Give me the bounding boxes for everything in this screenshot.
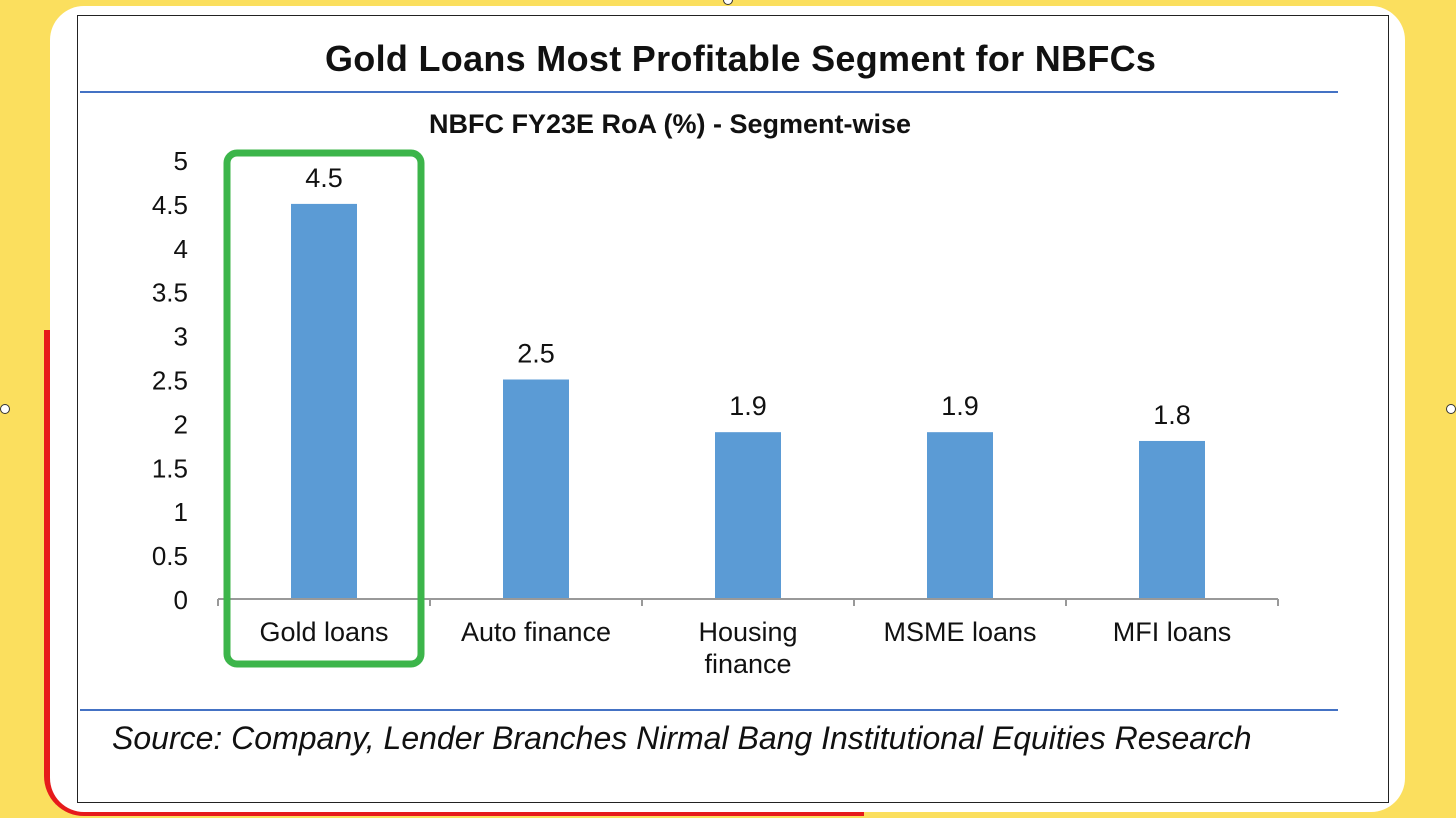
y-tick-label: 1 bbox=[174, 497, 188, 527]
chart-title: NBFC FY23E RoA (%) - Segment-wise bbox=[429, 109, 911, 139]
y-tick-label: 0 bbox=[174, 585, 188, 615]
x-tick-label: Auto finance bbox=[461, 617, 611, 647]
x-axis bbox=[217, 598, 1279, 606]
data-label: 4.5 bbox=[305, 163, 343, 193]
data-label: 1.9 bbox=[729, 391, 767, 421]
title-rule bbox=[80, 91, 1338, 93]
source-note: Source: Company, Lender Branches Nirmal … bbox=[112, 720, 1252, 756]
x-tick-label: Gold loans bbox=[259, 617, 388, 647]
x-tick-label-line: Housing bbox=[698, 617, 797, 647]
x-tick-label-line: MSME loans bbox=[883, 617, 1036, 647]
y-tick-label: 4 bbox=[174, 234, 188, 264]
data-label: 1.8 bbox=[1153, 400, 1191, 430]
y-tick-label: 0.5 bbox=[152, 541, 188, 571]
gold-loans-highlight-box bbox=[223, 149, 425, 668]
x-tick-label-line: Auto finance bbox=[461, 617, 611, 647]
resize-handle-right[interactable] bbox=[1446, 404, 1456, 414]
resize-handle-left[interactable] bbox=[0, 404, 10, 414]
bars bbox=[291, 203, 1205, 599]
x-tick-label-line: finance bbox=[704, 649, 791, 679]
y-tick-label: 2 bbox=[174, 409, 188, 439]
y-axis-ticks: 0 0.5 1 1.5 2 2.5 3 3.5 4 4.5 5 bbox=[152, 146, 188, 615]
data-label: 2.5 bbox=[517, 339, 555, 369]
page-title: Gold Loans Most Profitable Segment for N… bbox=[325, 38, 1157, 79]
y-tick-label: 3 bbox=[174, 322, 188, 352]
bar bbox=[1139, 440, 1205, 599]
x-tick-label-line: MFI loans bbox=[1113, 617, 1232, 647]
bar bbox=[715, 432, 781, 599]
data-label: 1.9 bbox=[941, 391, 979, 421]
source-rule bbox=[80, 709, 1338, 711]
bar bbox=[291, 203, 357, 599]
red-frame-border bbox=[44, 330, 864, 816]
y-tick-label: 2.5 bbox=[152, 366, 188, 396]
bar bbox=[927, 432, 993, 599]
x-axis-labels: Gold loans Auto finance Housing finance MSME… bbox=[259, 617, 1231, 679]
value-labels: 4.5 2.5 1.9 1.9 1.8 bbox=[305, 163, 1191, 430]
x-tick-label: MSME loans bbox=[883, 617, 1036, 647]
y-tick-label: 5 bbox=[174, 146, 188, 176]
x-tick-label: Housing finance bbox=[698, 617, 797, 679]
x-tick-label: MFI loans bbox=[1113, 617, 1232, 647]
bar bbox=[503, 379, 569, 599]
x-tick-label-line: Gold loans bbox=[259, 617, 388, 647]
y-tick-label: 4.5 bbox=[152, 190, 188, 220]
y-tick-label: 1.5 bbox=[152, 453, 188, 483]
y-tick-label: 3.5 bbox=[152, 278, 188, 308]
